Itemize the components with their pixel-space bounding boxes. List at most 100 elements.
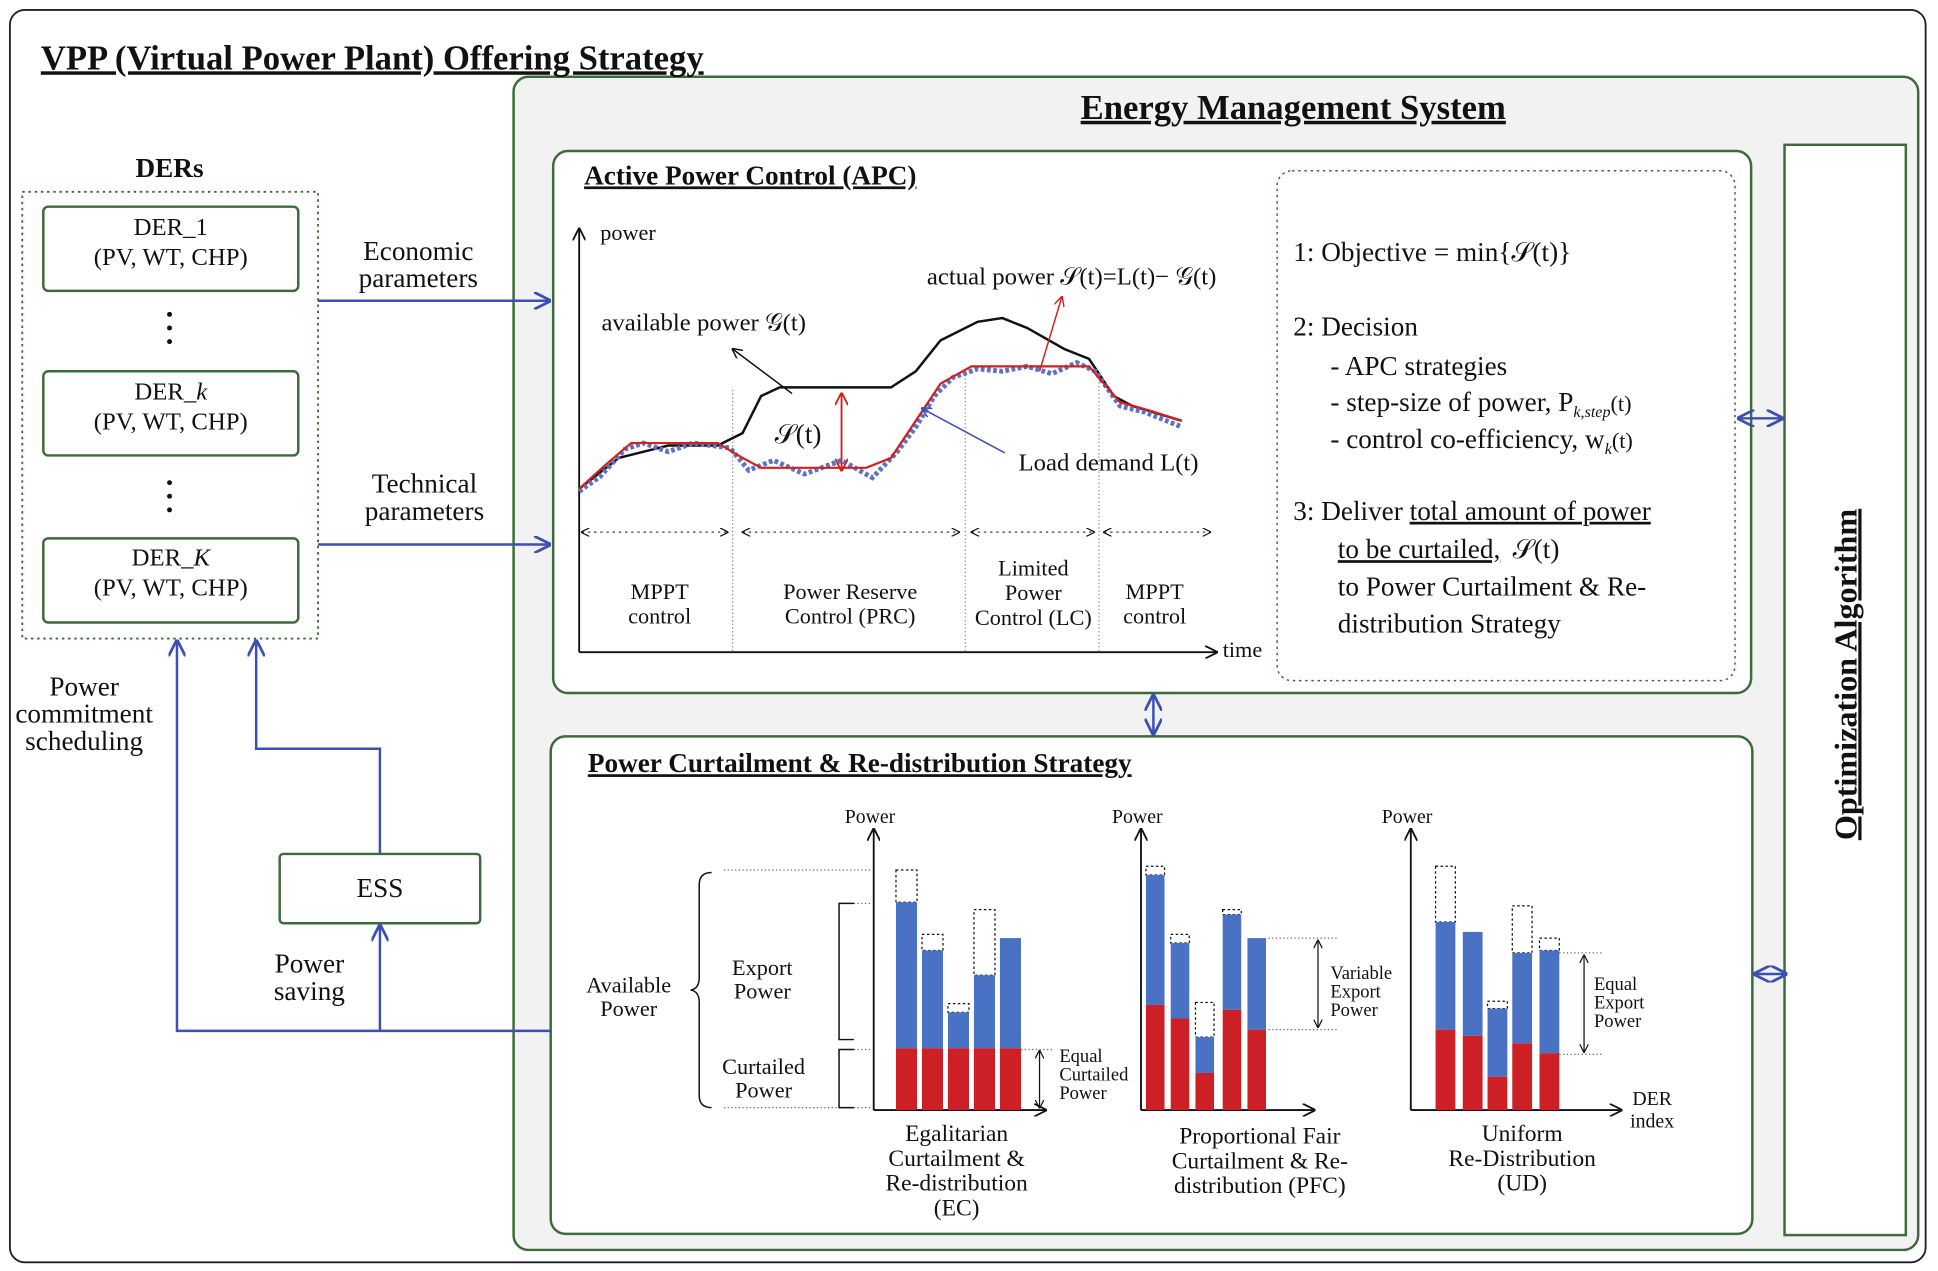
- bar-export: [1247, 938, 1267, 1030]
- ems-title: Energy Management System: [1081, 89, 1506, 127]
- caption: Proportional Fair: [1179, 1124, 1340, 1150]
- link-label: commitment: [15, 699, 153, 729]
- annotation: Equal: [1059, 1046, 1102, 1067]
- link-label: Economic: [363, 236, 473, 266]
- bar-export: [1539, 950, 1560, 1054]
- apc-title: Active Power Control (APC): [584, 160, 916, 190]
- caption: Re-Distribution: [1448, 1146, 1596, 1172]
- bar-export: [1435, 921, 1456, 1030]
- bar-curtailed: [1512, 1043, 1533, 1111]
- bar-export: [1462, 931, 1483, 1036]
- annotation: Curtailed: [722, 1054, 805, 1079]
- bar-curtailed: [1435, 1029, 1456, 1111]
- frames: [8, 8, 1927, 1264]
- region-label: MPPT: [631, 579, 690, 604]
- region-label: Power Reserve: [783, 579, 917, 604]
- step: distribution Strategy: [1338, 608, 1561, 638]
- link-label: scheduling: [25, 726, 143, 756]
- pcr-charts: [690, 829, 1622, 1111]
- bar-export: [1195, 1037, 1215, 1073]
- bracket: [838, 902, 854, 1109]
- bar-curtailed: [1170, 1018, 1190, 1111]
- annotation: Export: [1594, 993, 1645, 1014]
- caption: distribution (PFC): [1174, 1173, 1346, 1199]
- annotation: index: [1630, 1110, 1674, 1132]
- bar-export: [1487, 1008, 1508, 1077]
- step: to Power Curtailment & Re-: [1338, 571, 1646, 601]
- bar-export: [947, 1012, 969, 1049]
- bar-curtailed: [1462, 1035, 1483, 1111]
- link-label: Power: [49, 672, 119, 702]
- region-label: MPPT: [1126, 579, 1185, 604]
- bar-curtailed: [973, 1048, 995, 1111]
- apc-chart: [579, 229, 1216, 652]
- bar-outline: [921, 933, 944, 952]
- bar-export: [1222, 914, 1242, 1010]
- der-detail: (PV, WT, CHP): [94, 244, 248, 271]
- bar-curtailed: [1247, 1029, 1267, 1111]
- caption: (EC): [934, 1195, 980, 1221]
- annotation: Equal: [1594, 974, 1637, 995]
- caption: Egalitarian: [905, 1121, 1008, 1147]
- link-label: saving: [274, 976, 345, 1006]
- dots: [167, 311, 173, 513]
- step-part: 3: Deliver: [1293, 496, 1409, 526]
- bar-export: [1512, 952, 1533, 1044]
- der-name-part: K: [192, 545, 211, 572]
- step-part: k: [1605, 441, 1613, 458]
- annotation: Curtailed: [1059, 1064, 1129, 1085]
- annotation: Power: [600, 996, 657, 1021]
- region-label: control: [1123, 604, 1186, 629]
- step: - control co-efficiency, wk(t): [1330, 424, 1632, 458]
- bar-curtailed: [921, 1048, 944, 1111]
- bar-export: [895, 902, 918, 1049]
- der-name: DER_K: [132, 545, 212, 572]
- step-part: k,step: [1573, 404, 1610, 421]
- axis-label: time: [1223, 637, 1263, 662]
- der-detail: (PV, WT, CHP): [94, 574, 248, 601]
- bar-export: [1170, 943, 1190, 1019]
- bar-outline: [1194, 1001, 1215, 1038]
- caption: Curtailment & Re-: [1172, 1148, 1348, 1174]
- step-part: - control co-efficiency, w: [1330, 424, 1605, 454]
- step: 1: Objective = min{𝒮(t)}: [1293, 237, 1571, 267]
- caption: (UD): [1497, 1171, 1547, 1197]
- bar-outline: [895, 869, 918, 903]
- step: to be curtailed, 𝒮(t): [1338, 534, 1560, 564]
- step-part: 𝒮(t): [1513, 534, 1560, 564]
- step-part: total amount of power: [1410, 496, 1651, 526]
- caption: Re-distribution: [885, 1171, 1028, 1197]
- bar-curtailed: [895, 1048, 918, 1111]
- region-label: Control (LC): [975, 605, 1092, 630]
- der-name: DER_k: [134, 379, 208, 406]
- link-label: Power: [275, 949, 345, 979]
- pcr-title: Power Curtailment & Re-distribution Stra…: [588, 748, 1132, 778]
- annotation: Power: [734, 979, 791, 1004]
- step: 3: Deliver total amount of power: [1293, 496, 1651, 526]
- page-title: VPP (Virtual Power Plant) Offering Strat…: [41, 39, 704, 77]
- step: - APC strategies: [1330, 351, 1507, 381]
- bar-outline: [973, 908, 996, 976]
- der-name-part: 1: [196, 214, 208, 241]
- link-label: parameters: [359, 263, 478, 293]
- caption: Curtailment &: [888, 1146, 1024, 1172]
- bar-curtailed: [1145, 1004, 1165, 1111]
- step-part: to be curtailed,: [1338, 534, 1501, 564]
- annotation: Power: [1594, 1011, 1642, 1032]
- brace: [690, 871, 712, 1109]
- annotation: Power: [1330, 1000, 1378, 1021]
- caption: Uniform: [1482, 1121, 1563, 1147]
- region-label: Power: [1005, 580, 1062, 605]
- bar-curtailed: [999, 1048, 1021, 1111]
- bar-curtailed: [1195, 1072, 1215, 1111]
- annotation: Variable: [1330, 963, 1392, 984]
- annotation: Power: [1059, 1083, 1107, 1104]
- bar-export: [921, 950, 944, 1049]
- bar-curtailed: [1487, 1076, 1508, 1111]
- annotation: Available: [586, 973, 671, 998]
- annotation: Export: [732, 955, 793, 980]
- curve-label: actual power 𝒮(t)=L(t)− 𝒢(t): [927, 264, 1216, 291]
- bar-export: [999, 938, 1021, 1049]
